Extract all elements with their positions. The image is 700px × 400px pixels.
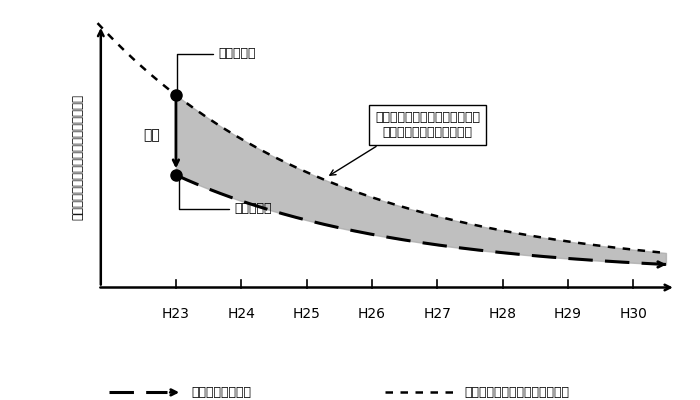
Text: 除染後の自然減衰: 除染後の自然減衰 (191, 386, 251, 399)
Text: 事前測定値: 事前測定値 (177, 47, 256, 92)
Text: 事後測定値: 事後測定値 (179, 178, 272, 216)
Text: 除染しなかった場合の自然減衰: 除染しなかった場合の自然減衰 (464, 386, 569, 399)
Text: 空間線量率（マイクロシーベルト毎時）: 空間線量率（マイクロシーベルト毎時） (71, 94, 85, 220)
Text: 除染: 除染 (143, 128, 160, 142)
Text: 除染によりこの範囲に相当する
放射線の影響が低減される: 除染によりこの範囲に相当する 放射線の影響が低減される (375, 111, 480, 139)
